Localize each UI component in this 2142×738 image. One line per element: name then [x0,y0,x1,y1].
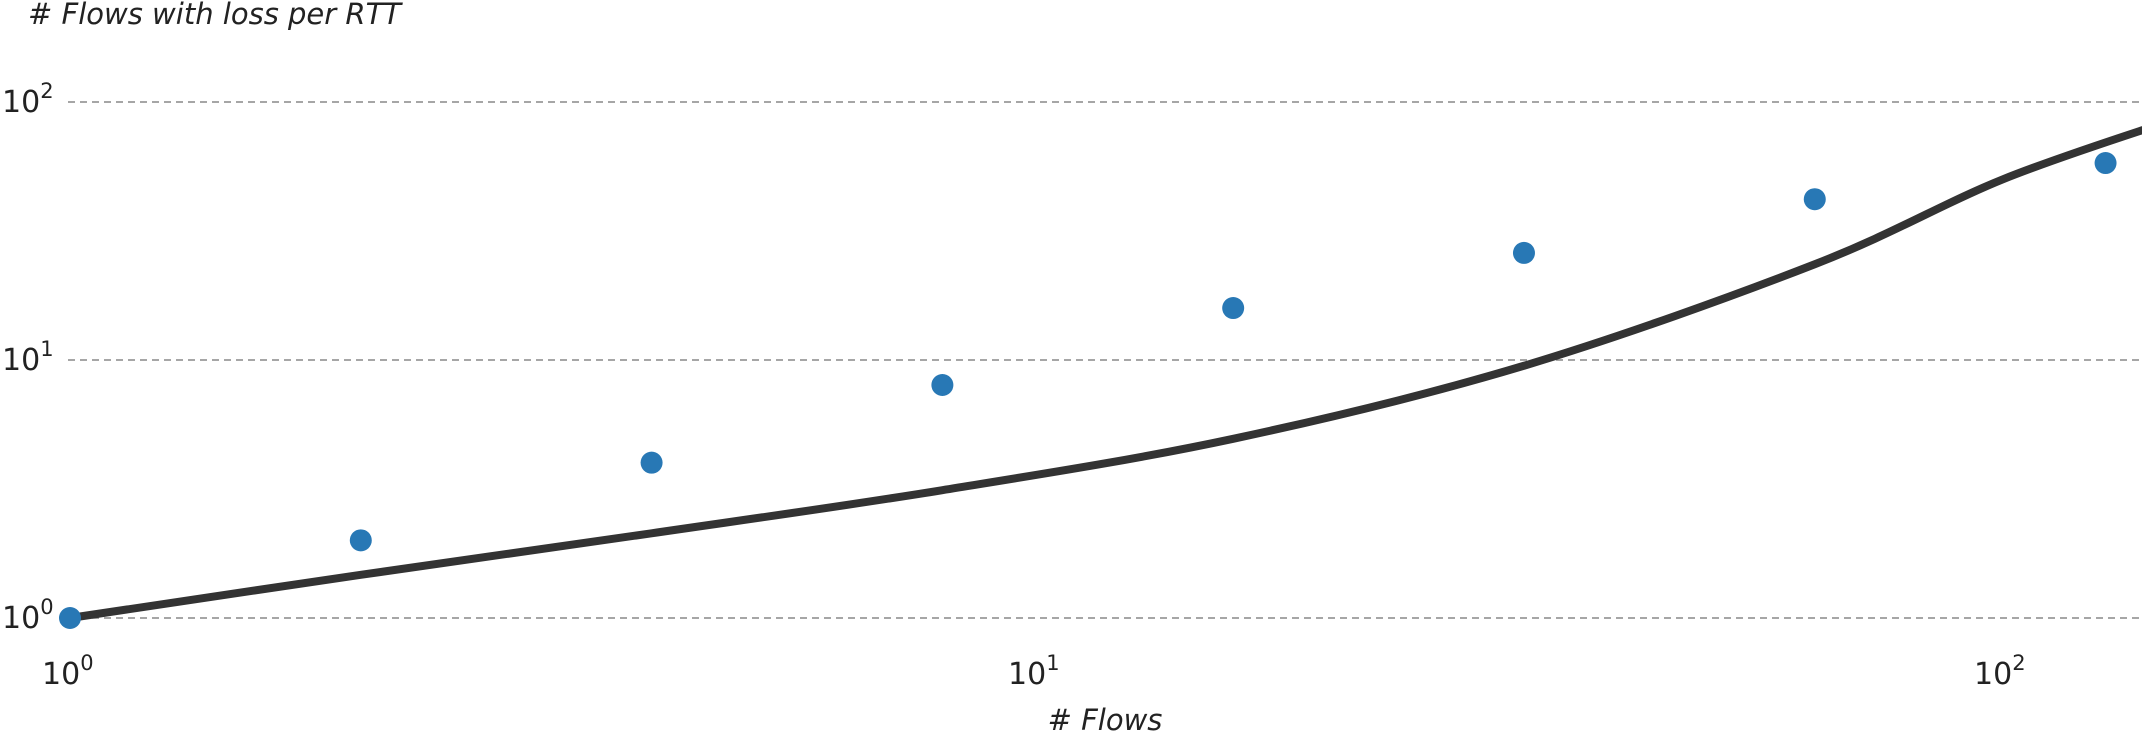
x-axis-label: # Flows [1048,703,1163,737]
y-tick-label: 100 [2,595,54,636]
series-line [66,126,2142,622]
scatter-point [59,607,81,629]
y-tick-exponent: 2 [40,79,53,103]
x-tick-labels: 100 101 102 [42,651,2026,692]
y-tick-base: 10 [2,343,40,378]
scatter-point [1803,188,1826,211]
y-tick-exponent: 1 [40,337,53,361]
scatter-point [2094,152,2117,175]
scatter-point [349,529,372,552]
x-tick-base: 10 [1008,657,1046,692]
y-tick-label: 101 [2,337,54,378]
x-tick-base: 10 [42,657,80,692]
y-tick-base: 10 [2,601,40,636]
grid-lines [68,101,2142,619]
x-tick-label: 100 [42,651,94,692]
x-tick-exponent: 2 [2012,651,2025,675]
y-tick-label: 102 [2,79,54,120]
y-tick-base: 10 [2,85,40,120]
x-tick-exponent: 0 [80,651,93,675]
scatter-point [931,374,954,397]
scatter-point [1512,241,1535,264]
y-tick-exponent: 0 [40,595,53,619]
scatter-points [59,152,2117,629]
x-tick-label: 101 [1008,651,1060,692]
x-tick-label: 102 [1974,651,2026,692]
x-tick-exponent: 1 [1046,651,1059,675]
scatter-point [1222,297,1245,320]
y-axis-label: # Flows with loss per RTT [28,0,403,31]
scatter-point [640,451,663,474]
x-tick-base: 10 [1974,657,2012,692]
